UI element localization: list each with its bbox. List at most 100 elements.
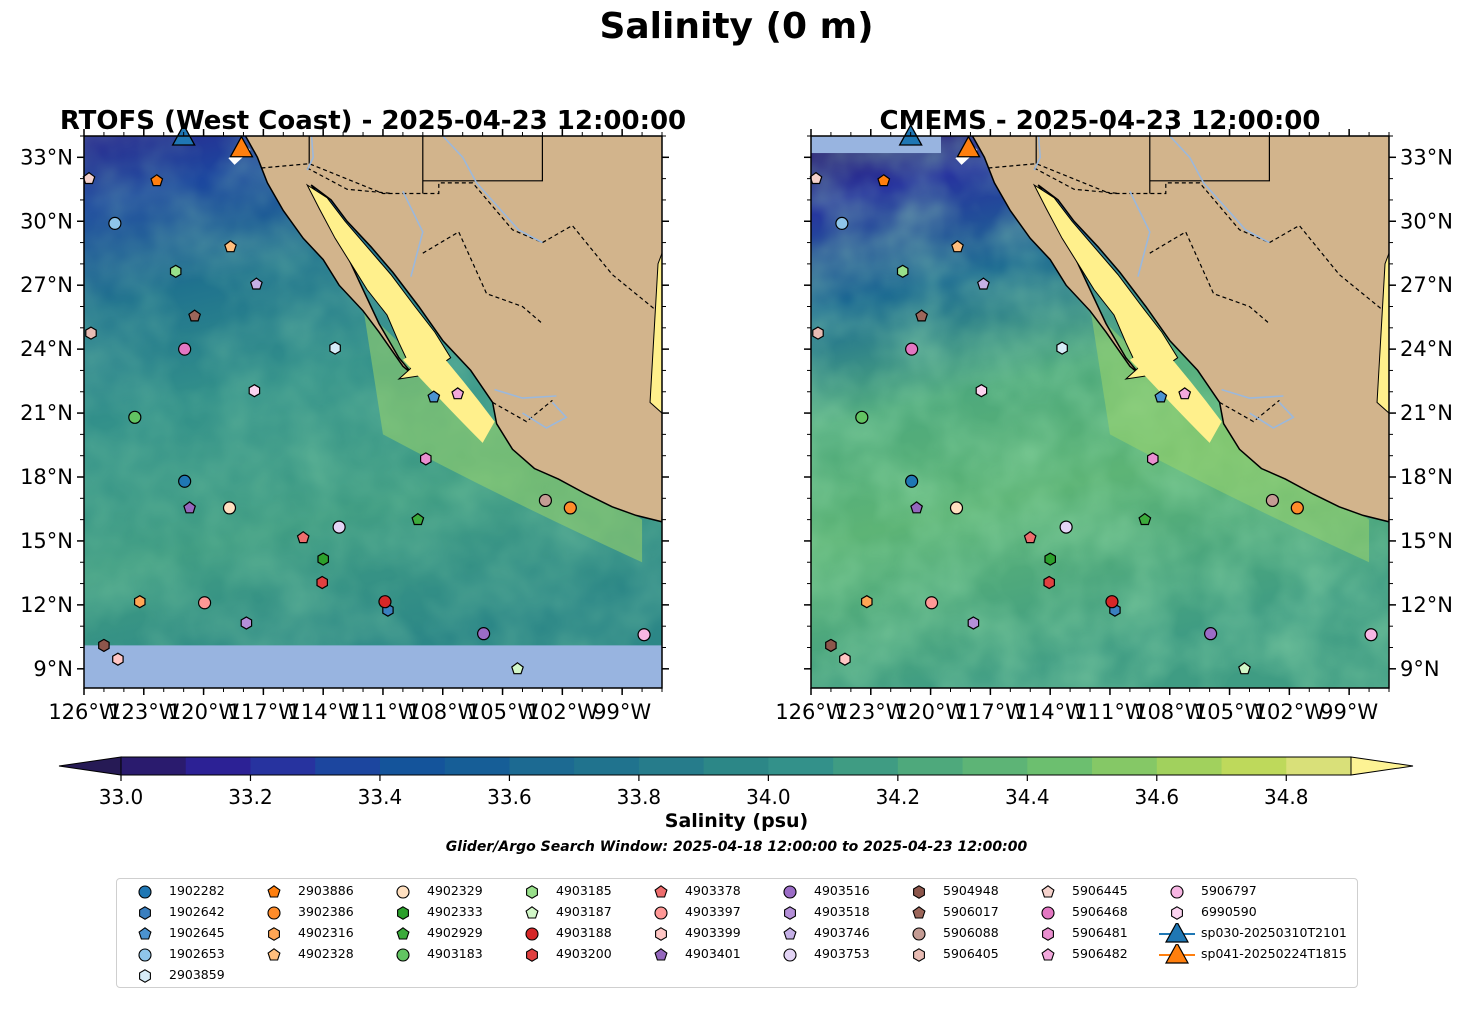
colorbar-segment	[1027, 757, 1093, 775]
x-tick-label: 117°W	[228, 700, 300, 724]
float-marker-5906088	[538, 493, 553, 508]
legend-entry-5906405: 5906405	[899, 944, 1099, 964]
float-marker-4903401	[910, 501, 924, 514]
river-line	[1129, 191, 1151, 277]
x-tick-label: 102°W	[1254, 700, 1326, 724]
float-marker-4903187	[511, 662, 524, 675]
legend-label: 1902282	[169, 883, 225, 898]
y-tick-label: 18°N	[1400, 465, 1453, 489]
float-marker-5906481	[420, 452, 432, 466]
float-marker-4903746	[976, 277, 990, 290]
river-line	[306, 136, 315, 171]
colorbar-segment	[250, 757, 316, 775]
border-line	[1149, 231, 1270, 325]
legend-entry-5906445: 5906445	[1028, 881, 1228, 901]
legend-entry-4902929: 4902929	[383, 923, 583, 943]
legend-label: 4902333	[427, 904, 483, 919]
legend-entry-4902316: 4902316	[254, 923, 454, 943]
legend-label: 6990590	[1201, 904, 1257, 919]
fresh-plume	[402, 342, 495, 443]
float-marker-5906405	[812, 326, 824, 340]
legend-label: 4903516	[814, 883, 870, 898]
legend-entry-6990590: 6990590	[1157, 902, 1357, 922]
float-marker-4903753	[1059, 520, 1073, 534]
float-marker-4903185	[896, 264, 909, 278]
y-tick-label: 21°N	[1400, 401, 1453, 425]
float-marker-1902653	[108, 216, 122, 230]
gulf-of-california	[305, 183, 452, 380]
figure-title: Salinity (0 m)	[599, 6, 874, 47]
legend-swatch	[526, 948, 538, 962]
x-tick-label: 111°W	[1074, 700, 1146, 724]
legend-swatch	[139, 906, 151, 920]
colorbar-segment	[897, 757, 964, 775]
river-line	[1033, 136, 1042, 171]
land-mass	[971, 136, 1389, 523]
legend-entry-4903401: 4903401	[641, 944, 841, 964]
colorbar-extend-low	[58, 756, 122, 776]
legend-label: 4903397	[685, 904, 741, 919]
legend-label: 1902645	[169, 925, 225, 940]
colorbar: 33.0 33.2 33.4 33.6 33.8 34.0 34.2 34.4 34.6 34.8	[58, 756, 1414, 809]
legend-entry-4903187: 4903187	[512, 902, 712, 922]
fresh-plume	[1129, 342, 1222, 443]
float-marker-5906468	[178, 342, 192, 356]
y-tick-label: 33°N	[20, 145, 73, 169]
colorbar-segment	[703, 757, 769, 775]
river-line	[494, 388, 557, 399]
border-line	[422, 231, 543, 325]
legend-swatch	[654, 885, 668, 898]
x-tick-label: 111°W	[347, 700, 419, 724]
x-tick-label: 102°W	[527, 700, 599, 724]
float-marker-4903187	[1238, 662, 1251, 675]
x-tick-label: 108°W	[407, 700, 479, 724]
float-marker-4903399	[112, 652, 124, 666]
plot-canvas: RTOFS (West Coast) - 2025-04-23 12:00:00…	[20, 106, 1453, 809]
colorbar-tick-label: 33.2	[228, 785, 273, 809]
y-tick-label: 15°N	[20, 529, 73, 553]
float-marker-1902282	[905, 474, 919, 488]
colorbar-segment	[509, 757, 575, 775]
legend-label: 4902328	[298, 946, 354, 961]
legend-swatch	[267, 906, 281, 920]
float-marker-4902329	[222, 501, 237, 515]
x-tick-label: 120°W	[895, 700, 967, 724]
float-marker-4903516	[477, 627, 491, 641]
legend-label: 5906468	[1072, 904, 1128, 919]
legend-label: 4903753	[814, 946, 870, 961]
x-tick-label: 126°W	[775, 700, 847, 724]
legend-entry-5906482: 5906482	[1028, 944, 1228, 964]
float-marker-2903859	[1056, 341, 1068, 355]
colorbar-extend-high	[1350, 756, 1414, 776]
x-tick-label: 114°W	[287, 700, 359, 724]
float-marker-4903200	[316, 575, 328, 590]
legend-entry-4902329: 4902329	[383, 881, 583, 901]
colorbar-segment	[638, 757, 705, 775]
legend-swatch	[267, 885, 281, 898]
x-tick-label: 123°W	[108, 700, 180, 724]
state-line	[1149, 136, 1270, 182]
legend-swatch	[1170, 885, 1184, 899]
map-panel-cmems: CMEMS - 2025-04-23 12:00:00 126°W123°W120…	[775, 106, 1453, 724]
float-marker-2903886	[877, 174, 891, 187]
legend-entry-5906017: 5906017	[899, 902, 1099, 922]
legend-swatch	[654, 906, 668, 920]
colorbar-tick-label: 34.4	[1005, 785, 1050, 809]
legend-swatch	[138, 885, 152, 899]
float-marker-3902386	[563, 501, 577, 515]
legend-swatch	[139, 969, 151, 983]
legend: 1902282 1902642 1902645 1902653 2903859 29038…	[116, 878, 1358, 988]
float-marker-5906468	[905, 342, 919, 356]
y-tick-label: 24°N	[1400, 337, 1453, 361]
legend-entry-4903399: 4903399	[641, 923, 841, 943]
legend-swatch	[912, 906, 926, 919]
float-marker-4903200	[1043, 575, 1055, 590]
legend-entry-5906797: 5906797	[1157, 881, 1357, 901]
river-line	[442, 136, 543, 244]
colorbar-segment	[768, 757, 834, 775]
river-line	[1221, 388, 1284, 399]
legend-swatch	[138, 927, 152, 940]
x-tick-label: 117°W	[955, 700, 1027, 724]
float-marker-4903518	[967, 616, 980, 630]
